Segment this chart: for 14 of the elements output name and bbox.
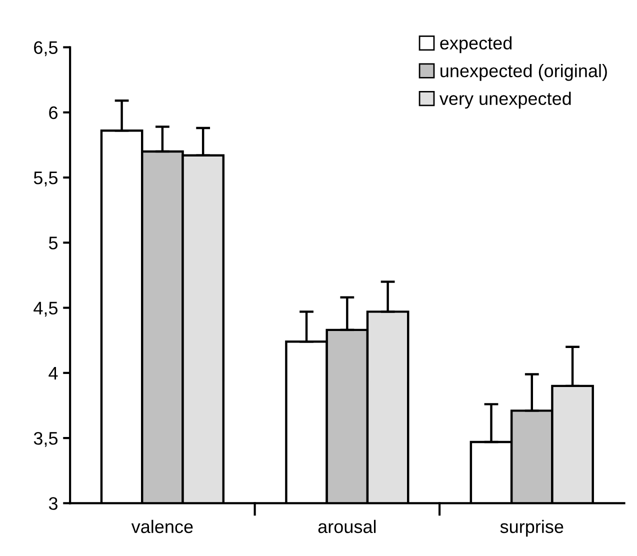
y-tick-label: 4,5 <box>34 302 58 317</box>
legend-label: expected <box>440 36 512 54</box>
y-tick-label: 3,5 <box>34 432 58 447</box>
y-tick-label: 3 <box>48 497 58 510</box>
y-tick-label: 6 <box>49 106 58 120</box>
y-tick-label: 6,5 <box>34 41 58 56</box>
x-tick-label: arousal <box>318 520 376 534</box>
y-tick-label: 5 <box>48 236 58 250</box>
y-tick-label: 4 <box>48 367 58 380</box>
y-tick-label: 5,5 <box>34 172 58 186</box>
legend-label: unexpected (original) <box>440 64 607 81</box>
x-tick-label: valence <box>131 520 193 534</box>
legend-label: very unexpected <box>439 92 571 109</box>
x-tick-label: surprise <box>500 520 564 537</box>
